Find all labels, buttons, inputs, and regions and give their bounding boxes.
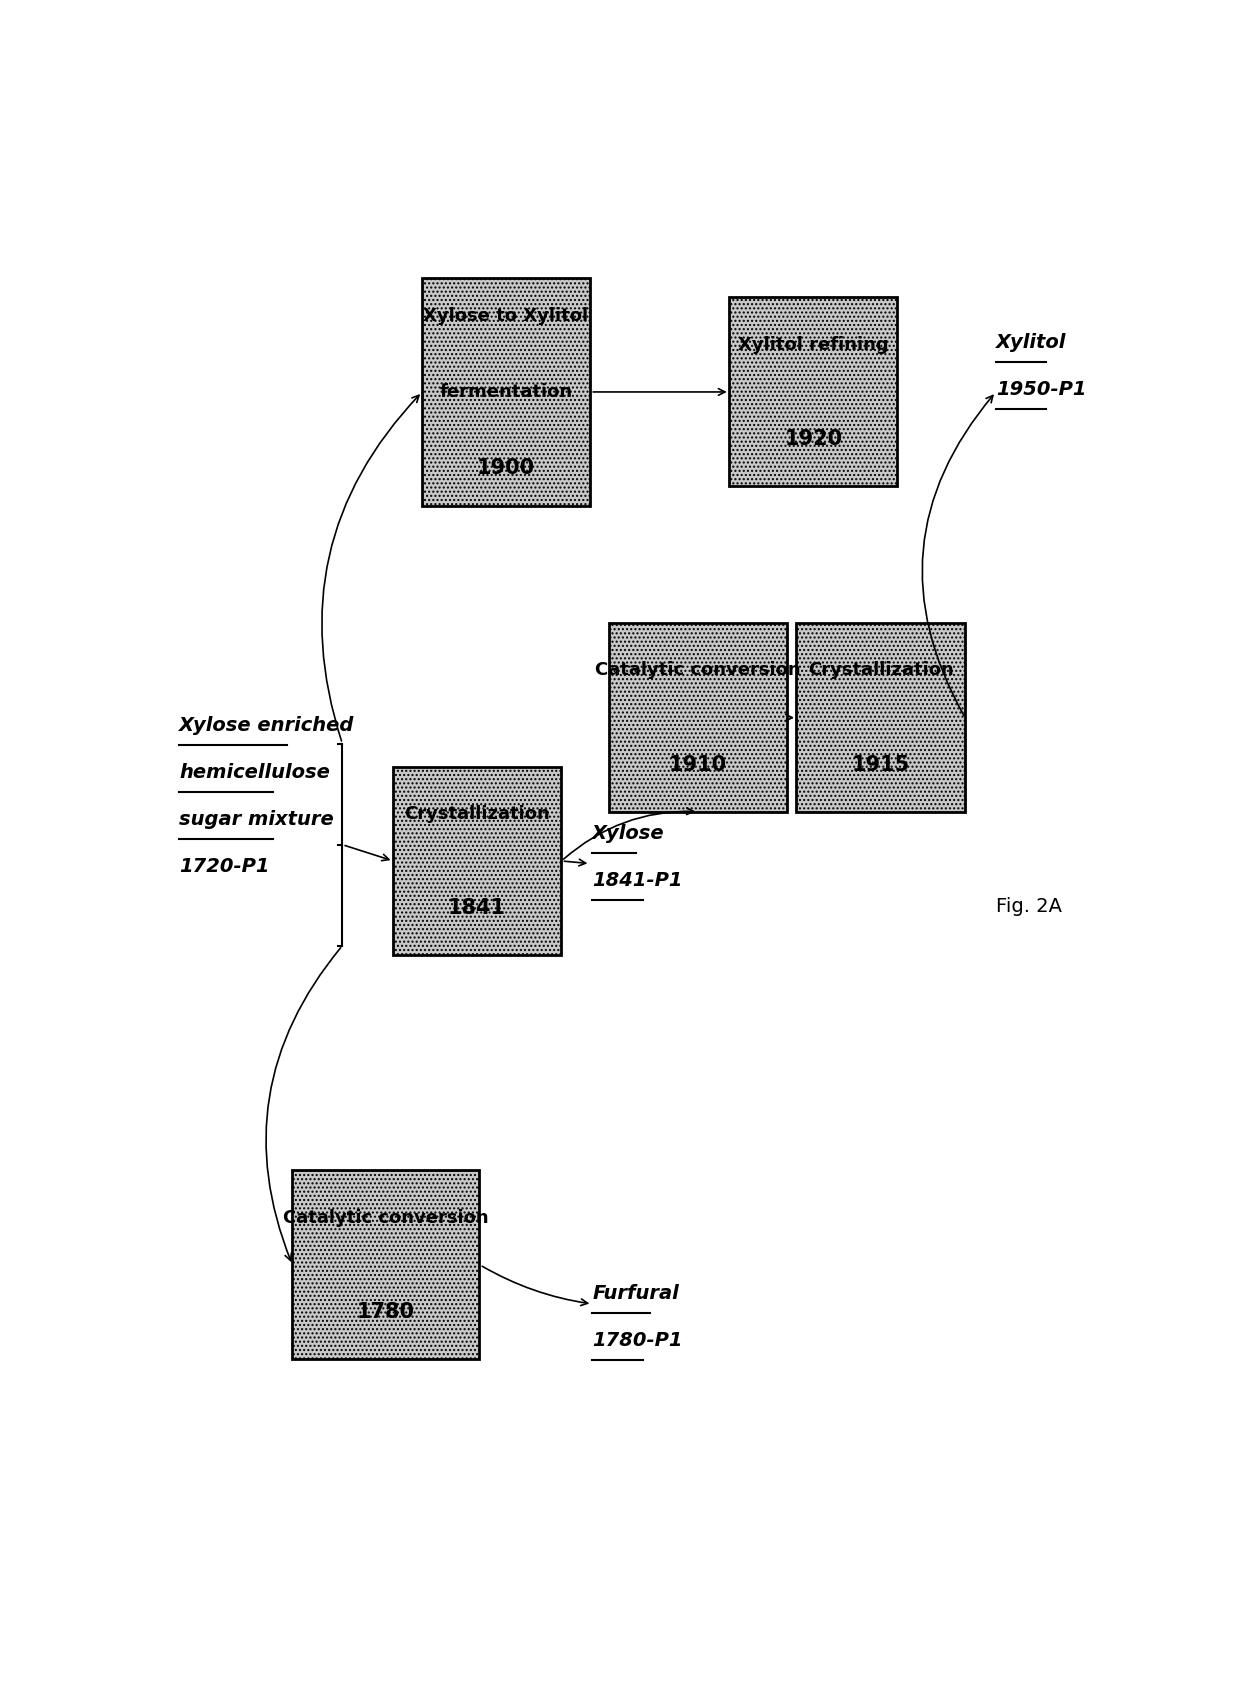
Text: Furfural: Furfural xyxy=(593,1284,680,1303)
Text: Xylitol: Xylitol xyxy=(996,333,1066,352)
FancyBboxPatch shape xyxy=(291,1171,480,1359)
Text: 1780-P1: 1780-P1 xyxy=(593,1332,683,1350)
Text: Fig. 2A: Fig. 2A xyxy=(996,897,1061,915)
FancyBboxPatch shape xyxy=(609,623,787,812)
FancyBboxPatch shape xyxy=(729,298,898,486)
Text: Xylitol refining: Xylitol refining xyxy=(738,335,889,354)
Text: sugar mixture: sugar mixture xyxy=(179,810,334,829)
Text: Crystallization: Crystallization xyxy=(404,805,549,822)
Text: 1841: 1841 xyxy=(448,898,506,919)
Text: 1915: 1915 xyxy=(852,755,910,775)
Text: fermentation: fermentation xyxy=(439,382,573,401)
Text: 1950-P1: 1950-P1 xyxy=(996,379,1086,399)
Text: hemicellulose: hemicellulose xyxy=(179,763,330,782)
Text: 1910: 1910 xyxy=(668,755,727,775)
FancyBboxPatch shape xyxy=(422,277,590,506)
Text: 1920: 1920 xyxy=(784,430,842,448)
Text: 1841-P1: 1841-P1 xyxy=(593,871,683,890)
Text: Xylose: Xylose xyxy=(593,824,665,843)
Text: 1720-P1: 1720-P1 xyxy=(179,856,269,876)
FancyBboxPatch shape xyxy=(796,623,965,812)
FancyBboxPatch shape xyxy=(393,766,560,956)
Text: 1900: 1900 xyxy=(476,459,534,477)
Text: Xylose to Xylitol: Xylose to Xylitol xyxy=(423,306,588,325)
Text: Crystallization: Crystallization xyxy=(807,662,954,680)
Text: 1780: 1780 xyxy=(357,1303,414,1321)
Text: Xylose enriched: Xylose enriched xyxy=(179,716,355,734)
Text: Catalytic conversion: Catalytic conversion xyxy=(595,662,801,680)
Text: Catalytic conversion: Catalytic conversion xyxy=(283,1208,489,1227)
